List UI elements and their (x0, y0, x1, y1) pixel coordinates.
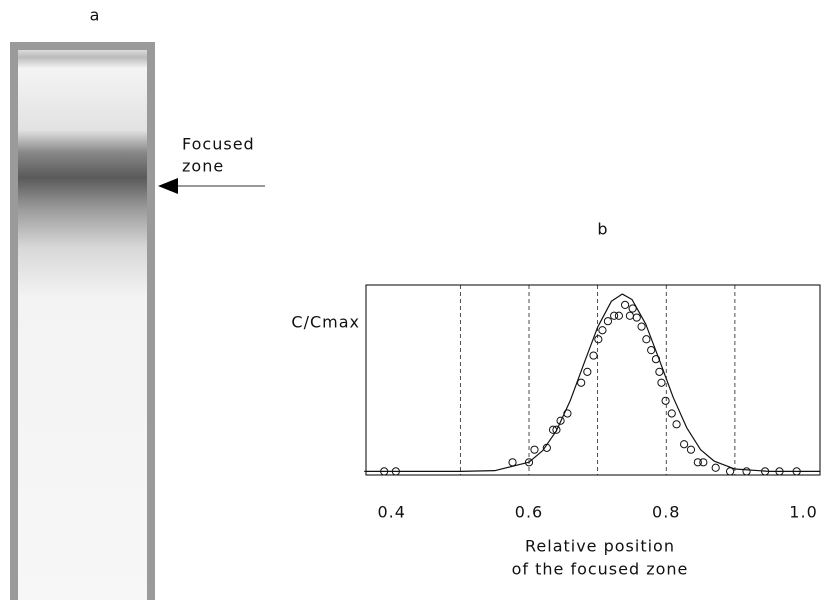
figure: a Focused zone b C/Cmax Relative position o… (0, 0, 832, 600)
data-point (658, 379, 665, 386)
arrow-head (158, 178, 178, 194)
data-point (668, 410, 675, 417)
data-point (578, 379, 585, 386)
data-point (531, 446, 538, 453)
data-point (604, 318, 611, 325)
gel-image (14, 46, 151, 600)
data-point (599, 327, 606, 334)
data-point (726, 468, 733, 475)
data-point (681, 441, 688, 448)
data-point (662, 397, 669, 404)
data-point (629, 305, 636, 312)
data-point (700, 459, 707, 466)
data-point (743, 468, 750, 475)
data-point (509, 459, 516, 466)
data-point (595, 336, 602, 343)
data-point (584, 368, 591, 375)
data-point (643, 336, 650, 343)
annotation: Focused (182, 135, 255, 154)
data-point (626, 312, 633, 319)
x-axis-label: Relative position (525, 537, 675, 556)
plot-frame (366, 285, 820, 475)
x-axis-label: of the focused zone (512, 560, 689, 579)
data-point (712, 464, 719, 471)
chart-title: b (597, 220, 608, 239)
data-point (687, 446, 694, 453)
curve (364, 294, 820, 471)
x-tick-label: 0.8 (652, 503, 680, 522)
data-point (656, 368, 663, 375)
x-tick-label: 0.6 (515, 503, 543, 522)
data-point (633, 314, 640, 321)
x-tick-label: 0.4 (378, 503, 406, 522)
data-point (648, 347, 655, 354)
data-point (638, 323, 645, 330)
x-tick-label: 1.0 (789, 503, 817, 522)
panel-label: a (90, 6, 101, 25)
data-point (673, 421, 680, 428)
data-point (615, 312, 622, 319)
y-axis-label: C/Cmax (291, 313, 360, 332)
annotation: zone (182, 157, 224, 176)
data-point (590, 352, 597, 359)
data-point (621, 301, 628, 308)
